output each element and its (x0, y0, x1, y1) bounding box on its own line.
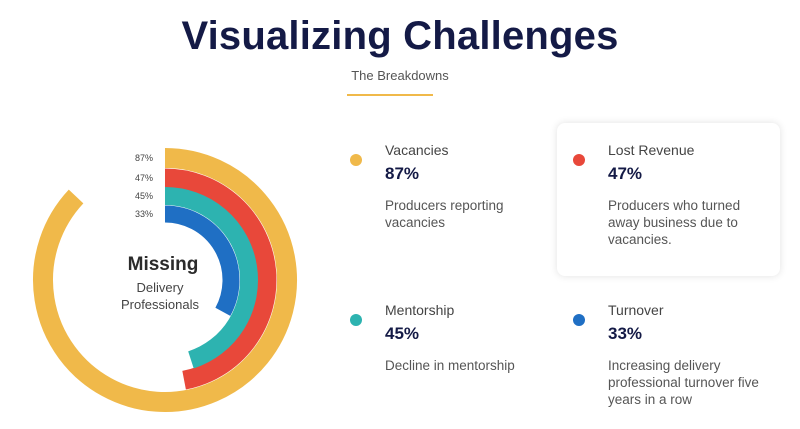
card-value: 45% (385, 324, 420, 343)
title-underline (347, 94, 433, 96)
lost-revenue-dot-icon (573, 154, 585, 166)
chart-center-subtitle-line-2: Professionals (121, 297, 200, 312)
chart-center-title: Missing (128, 254, 199, 275)
ring-bar-3 (164, 187, 258, 369)
card-label: Mentorship (385, 302, 455, 318)
ring-label-2: 47% (135, 173, 153, 183)
ring-label-4: 33% (135, 209, 153, 219)
stat-card-lost-revenue: Lost Revenue 47% Producers who turned aw… (557, 123, 780, 276)
card-description: Producers reporting vacancies (385, 198, 504, 230)
card-description: Decline in mentorship (385, 358, 515, 373)
ring-bar-1 (33, 148, 298, 412)
page-title: Visualizing Challenges (181, 14, 619, 58)
stat-card-vacancies: Vacancies 87% Producers reporting vacanc… (340, 130, 540, 260)
card-description: Increasing delivery professional turnove… (608, 358, 759, 407)
card-label: Lost Revenue (608, 142, 695, 158)
card-label: Turnover (608, 302, 664, 318)
turnover-dot-icon (573, 314, 585, 326)
ring-bar-2 (164, 168, 277, 390)
ring-label-3: 45% (135, 191, 153, 201)
card-value: 33% (608, 324, 643, 343)
card-value: 47% (608, 164, 643, 183)
chart-center-subtitle-line-1: Delivery (137, 280, 184, 295)
card-value: 87% (385, 164, 420, 183)
ring-bar-4 (164, 205, 240, 316)
stat-card-mentorship: Mentorship 45% Decline in mentorship (340, 290, 540, 390)
page-subtitle: The Breakdowns (351, 68, 449, 83)
card-description: Producers who turned away business due t… (608, 198, 741, 247)
radial-bar-chart: 87% 47% 45% 33% Missing Delivery Profession… (33, 148, 298, 412)
card-label: Vacancies (385, 142, 449, 158)
vacancies-dot-icon (350, 154, 362, 166)
stat-card-turnover: Turnover 33% Increasing delivery profess… (564, 290, 764, 420)
mentorship-dot-icon (350, 314, 362, 326)
ring-label-1: 87% (135, 153, 153, 163)
